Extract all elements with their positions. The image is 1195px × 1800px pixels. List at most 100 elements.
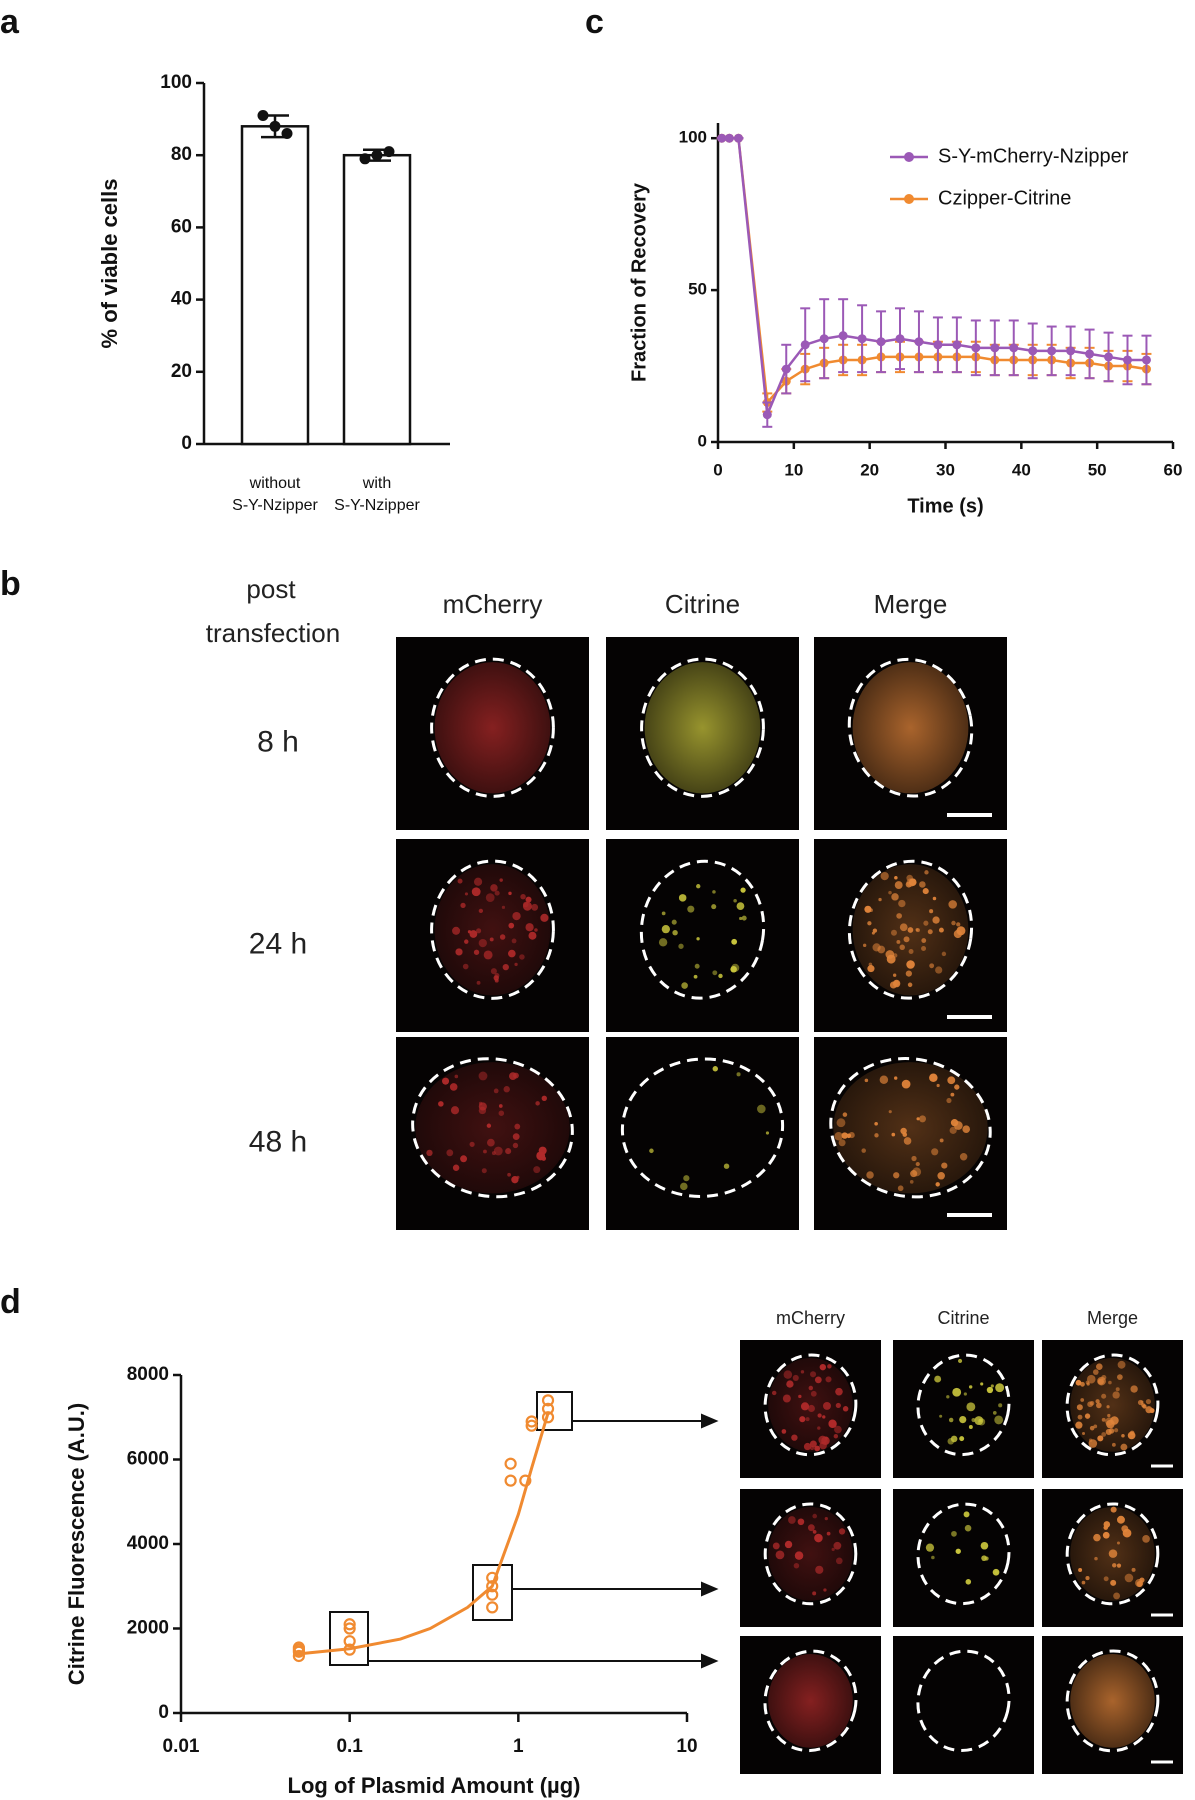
punctum [473,949,480,955]
punctum [442,1077,450,1085]
data-point [525,1415,538,1428]
punctum [981,1555,987,1562]
punctum [956,922,961,927]
punctum [520,893,526,900]
punctum [823,1401,831,1410]
punctum [950,1435,958,1443]
y-tick-label: 0 [181,433,192,454]
y-tick-label: 0 [158,1702,169,1723]
punctum [798,1394,802,1399]
punctum [842,1112,848,1117]
punctum [1140,1400,1144,1404]
punctum [1084,1413,1091,1419]
punctum [877,945,886,954]
punctum [460,902,466,908]
punctum [1117,1374,1123,1381]
nucleus-outline [620,1057,785,1198]
punctum [1116,1515,1125,1524]
punctum [731,938,738,945]
punctum [457,878,463,884]
punctum [678,894,687,902]
punctum [932,896,937,901]
punctum [535,1101,540,1106]
punctum [502,964,509,971]
punctum [1112,1391,1120,1399]
x-tick-label: 0 [713,460,722,479]
punctum [519,954,525,960]
punctum [915,1161,920,1167]
punctum [1115,1387,1120,1392]
punctum [898,899,906,908]
punctum [925,1543,935,1552]
punctum [905,970,912,977]
punctum [460,1155,468,1163]
punctum [823,1588,827,1592]
punctum [1078,1568,1083,1572]
punctum [512,1133,520,1141]
nucleus-outline [1065,1502,1160,1606]
cell-body [768,1506,853,1601]
punctum [464,939,469,944]
punctum [493,975,499,981]
punctum [800,1370,805,1374]
punctum [533,1166,541,1174]
x-tick-label: 20 [860,460,879,479]
punctum [874,1121,878,1126]
punctum [994,1415,1004,1425]
punctum [446,1149,454,1157]
y-tick-label: 80 [171,144,192,165]
punctum [957,1358,963,1364]
punctum [489,937,494,942]
y-tick-label: 100 [160,72,192,93]
punctum [450,1106,460,1115]
y-tick-label: 0 [698,431,707,450]
punctum [797,1518,805,1526]
punctum [962,1125,971,1134]
row-label: 8 h [257,725,299,758]
punctum [838,1528,846,1535]
punctum [1095,1399,1100,1404]
micrograph [740,1489,881,1627]
punctum [1101,1374,1107,1381]
data-point [1047,346,1057,356]
data-point [371,149,383,161]
y-tick-label: 8000 [127,1364,169,1385]
nucleus-outline [430,657,555,798]
micrograph [396,1037,589,1230]
punctum [649,1148,654,1154]
punctum [980,1541,989,1550]
punctum [1112,1563,1117,1568]
punctum [1105,1428,1112,1436]
punctum [487,1138,495,1147]
punctum [954,1121,963,1130]
punctum [499,934,506,940]
punctum [900,1127,907,1135]
punctum [995,1383,1005,1393]
nucleus-outline [639,859,766,1000]
data-point [733,133,743,143]
group-box [472,1564,513,1621]
punctum [1122,1528,1132,1538]
punctum [841,1132,848,1139]
punctum [498,1104,503,1108]
punctum [896,940,901,944]
punctum [503,1086,510,1093]
legend-label: S-Y-mCherry-Nzipper [938,145,1129,167]
punctum [906,960,915,969]
punctum [951,1530,957,1537]
punctum [1130,1385,1138,1393]
punctum [951,920,956,926]
punctum [892,973,897,977]
punctum [696,937,700,941]
punctum [948,900,957,909]
punctum [736,1072,741,1077]
punctum [899,923,908,932]
nucleus-outline [411,1057,574,1199]
punctum [817,1413,822,1418]
punctum [924,870,929,875]
punctum [1117,1360,1126,1369]
punctum [891,1132,896,1137]
y-tick-label: 40 [171,289,192,310]
legend-marker [904,152,914,162]
punctum [1081,1580,1086,1585]
